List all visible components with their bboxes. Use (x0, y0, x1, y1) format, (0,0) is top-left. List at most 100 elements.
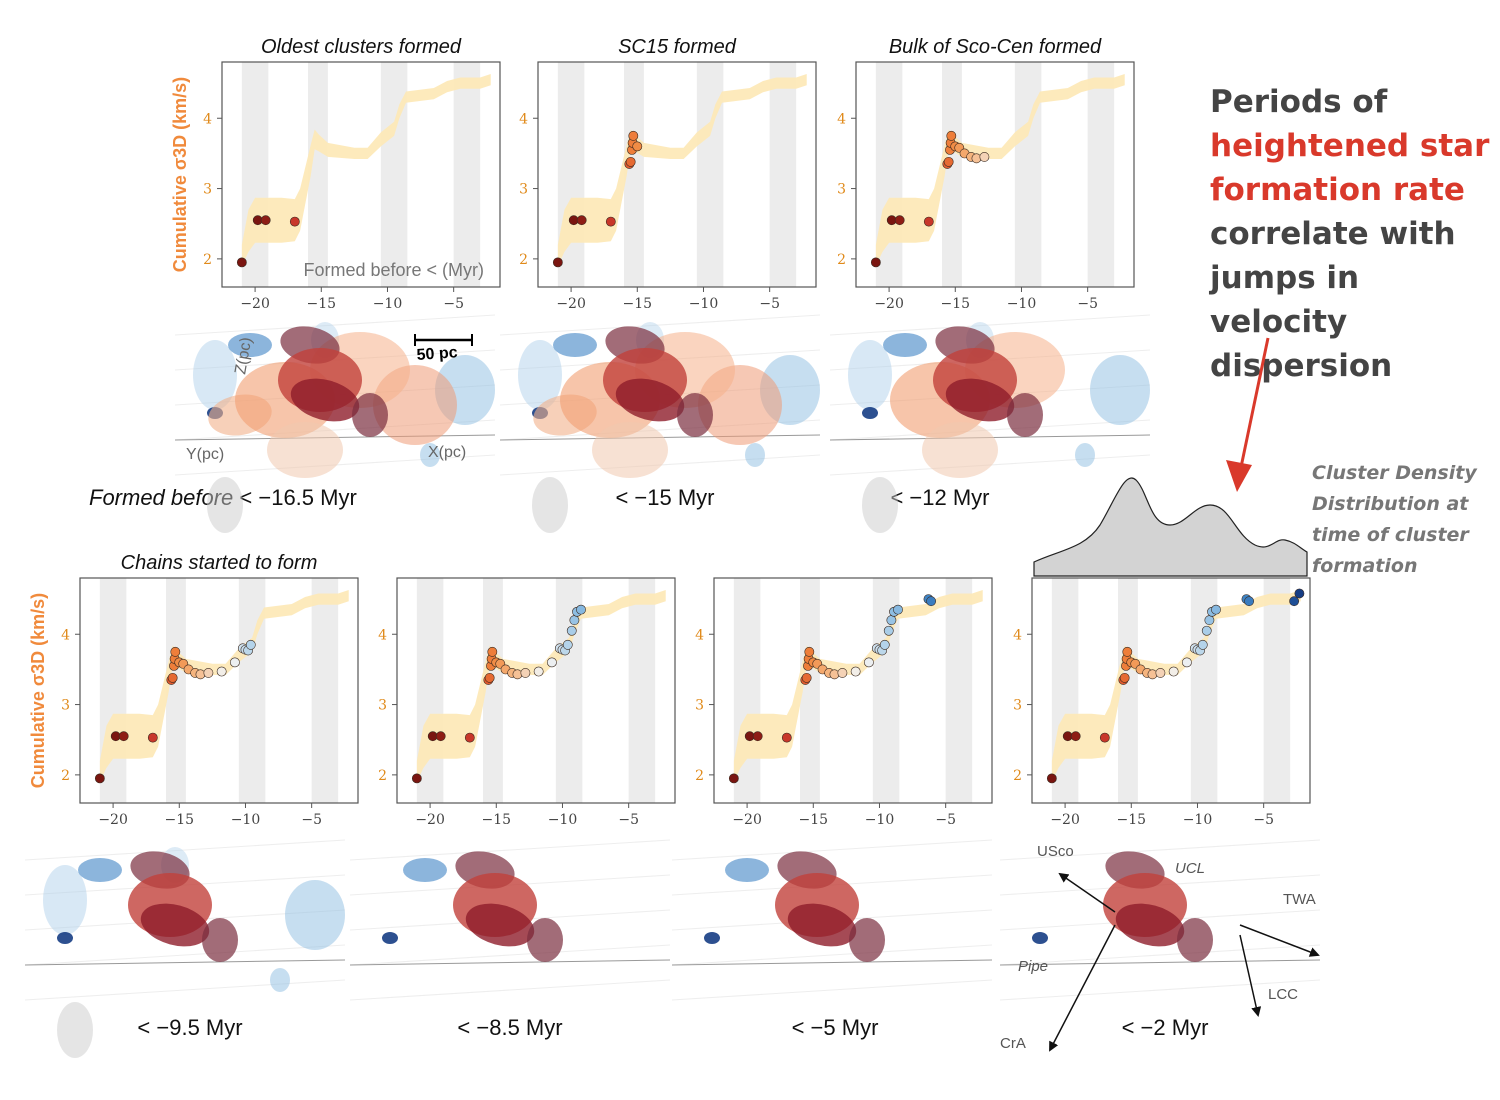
x-tick-label: −10 (373, 296, 403, 312)
shaded-bin (942, 62, 962, 287)
x-tick-label: −10 (865, 812, 895, 828)
cluster-point (850, 666, 861, 677)
y-tick-label: 3 (1013, 698, 1022, 714)
inset-label: Formed before < (Myr) (303, 260, 484, 280)
panel-title: Bulk of Sco-Cen formed (889, 36, 1102, 58)
y-tick-label: 2 (378, 768, 387, 784)
cluster-point (829, 669, 840, 680)
cluster-point (435, 731, 446, 742)
headline-part1: Periods of (1210, 84, 1388, 120)
shaded-bin (308, 62, 328, 287)
y-tick-label: 3 (378, 698, 387, 714)
cluster-point (1294, 588, 1305, 599)
plot-frame (79, 577, 359, 804)
y-tick-label: 3 (695, 698, 704, 714)
chain-blob-grey (207, 477, 243, 533)
cluster-point (569, 615, 580, 626)
cluster-point (926, 596, 937, 607)
y-tick-label: 4 (203, 111, 212, 127)
cluster-point (484, 672, 495, 683)
cluster-point (728, 773, 739, 784)
cluster-point (576, 604, 586, 615)
young-blob-blue (553, 333, 597, 357)
cluster-point (147, 732, 158, 743)
cluster-point (894, 215, 905, 226)
region-label-pipe: Pipe (1018, 958, 1048, 975)
cluster-point (1168, 666, 1179, 677)
scene-4 (24, 839, 346, 1058)
ucl-blob-light (922, 422, 998, 478)
shaded-bin (1263, 578, 1291, 803)
ucl-blob-light (592, 422, 668, 478)
oldest-blob-darkred (1115, 903, 1185, 947)
panel-7: −20 −15 −10 −5 2 3 4 < −2 Myr (1013, 577, 1311, 1040)
scene-group (24, 314, 1321, 1058)
panel-title: Chains started to form (121, 552, 318, 574)
cluster-point (1204, 615, 1215, 626)
panel-5: −20 −15 −10 −5 2 3 4 < −8.5 Myr (378, 577, 676, 1040)
cluster-point (837, 668, 848, 678)
oldest-blob-maroon (1007, 393, 1043, 437)
cluster-point (752, 731, 763, 742)
young-blob-navy (57, 932, 73, 944)
x-tick-label: −15 (165, 812, 195, 828)
shaded-bin (380, 62, 408, 287)
ground-line (24, 959, 346, 966)
chain-blob-blue (848, 340, 892, 410)
red-arrow-head (1226, 460, 1252, 492)
axis-x-label: X(pc) (428, 444, 466, 461)
oldest-blob-maroon (202, 918, 238, 962)
cluster-point (923, 216, 934, 227)
cluster-point (512, 669, 523, 680)
cluster-point (1147, 669, 1158, 680)
grid-line (24, 839, 346, 861)
y-tick-label: 3 (519, 182, 528, 198)
panel-title: Oldest clusters formed (261, 36, 462, 58)
y-tick-label: 2 (695, 768, 704, 784)
grid-line (349, 839, 671, 861)
chain-blob-blue (285, 880, 345, 950)
grid-line (349, 979, 671, 1001)
x-tick-label: −15 (482, 812, 512, 828)
cluster-point (245, 639, 256, 650)
young-blob-navy (862, 407, 878, 419)
young-blob-blue (725, 858, 769, 882)
scene-7 (999, 839, 1321, 1001)
cluster-point (1155, 668, 1166, 678)
plot-frame (1031, 577, 1311, 804)
chain-blob-grey (532, 477, 568, 533)
oldest-blob-maroon (677, 393, 713, 437)
y-tick-label: 3 (837, 182, 846, 198)
cluster-point (576, 215, 587, 226)
young-blob-navy (704, 932, 720, 944)
y-tick-label: 4 (1013, 627, 1022, 643)
y-tick-label: 2 (1013, 768, 1022, 784)
x-tick-label: −15 (941, 296, 971, 312)
x-tick-label: −10 (231, 812, 261, 828)
panel-group: −20 −15 −10 −5 2 3 4 Oldest clusters formed Cumu… (28, 36, 1311, 1040)
plot-frame (396, 577, 676, 804)
chain-blob-blue (745, 443, 765, 467)
chain-blob-blue (1075, 443, 1095, 467)
shaded-bin (1087, 62, 1115, 287)
cluster-point (195, 669, 206, 680)
cluster-point (118, 731, 129, 742)
x-tick-label: −5 (618, 812, 639, 828)
cluster-point (566, 625, 577, 636)
headline: Periods of heightened star formation rat… (1210, 80, 1490, 388)
chain-blob-blue (1090, 355, 1150, 425)
scene-1 (174, 314, 496, 533)
y-tick-label: 2 (837, 252, 846, 268)
x-tick-label: −5 (1077, 296, 1098, 312)
plot-frame (855, 61, 1135, 288)
cluster-point (216, 666, 227, 677)
cluster-point (236, 257, 247, 268)
cluster-point (632, 141, 643, 152)
cluster-point (229, 657, 240, 668)
chain-blob-grey (862, 477, 898, 533)
x-tick-label: −20 (556, 296, 586, 312)
x-tick-label: −15 (623, 296, 653, 312)
grid-line (671, 944, 993, 966)
density-note: Cluster Density Distribution at time of … (1312, 462, 1477, 577)
cluster-point (971, 153, 982, 164)
